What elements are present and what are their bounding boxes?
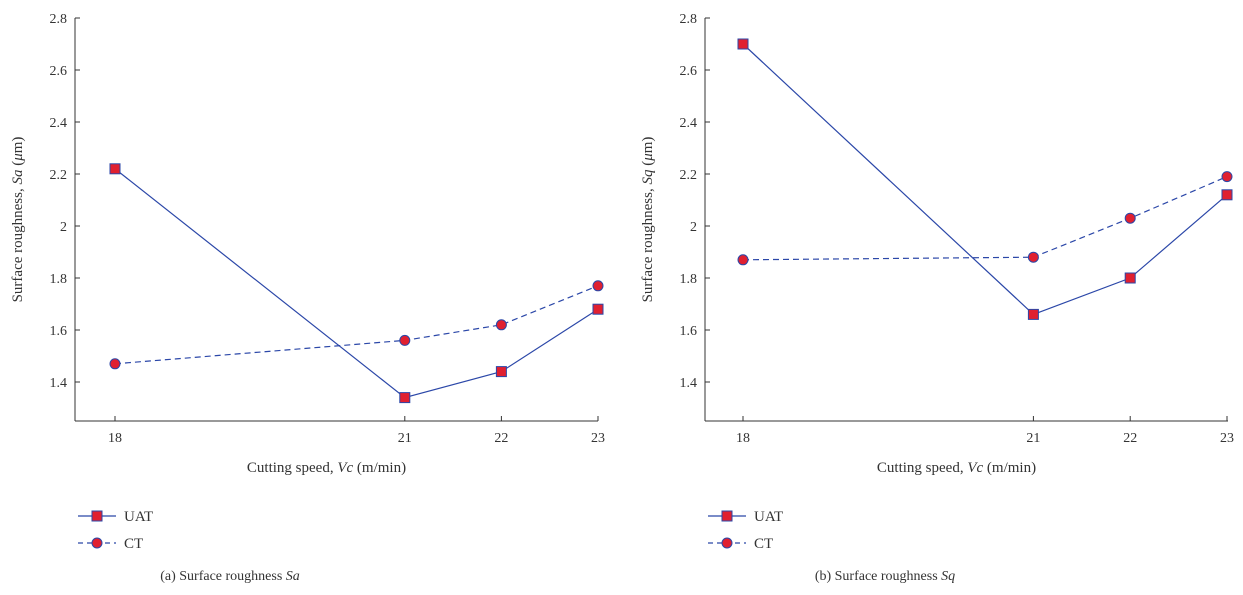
data-point-ct bbox=[1124, 212, 1136, 224]
chart-panel-a: 1.4 1.6 1.8 2 2.2 2.4 2.6 2.8 18 21 22 23 Cutting sp… bbox=[10, 12, 605, 584]
chart-caption-text: (b) Surface roughness bbox=[815, 569, 941, 584]
series-line-ct bbox=[114, 285, 599, 365]
data-point-uat bbox=[737, 38, 749, 50]
x-tick-label: 22 bbox=[1123, 431, 1137, 446]
x-axis-label-unit: (m/min) bbox=[983, 460, 1036, 476]
series-line-ct bbox=[742, 176, 1228, 261]
data-point-ct bbox=[737, 254, 749, 266]
legend-marker-ct bbox=[91, 537, 103, 549]
x-tick-label: 21 bbox=[1026, 431, 1040, 446]
y-axis-label-text: Surface roughness, bbox=[10, 185, 26, 303]
y-axis-label-open: ( bbox=[640, 161, 656, 170]
x-tick-label: 23 bbox=[591, 431, 605, 446]
x-axis-label-text: Cutting speed, bbox=[247, 460, 337, 476]
legend-label-uat: UAT bbox=[754, 509, 783, 525]
data-point-ct bbox=[399, 334, 411, 346]
data-point-uat bbox=[399, 392, 411, 404]
data-point-ct bbox=[495, 319, 507, 331]
legend-label-ct: CT bbox=[124, 536, 143, 552]
legend-label-uat: UAT bbox=[124, 509, 153, 525]
data-point-ct bbox=[109, 358, 121, 370]
y-tick-label: 2.6 bbox=[50, 64, 68, 79]
y-tick-label: 2.8 bbox=[680, 12, 698, 27]
y-tick-label: 2.8 bbox=[50, 12, 68, 27]
data-point-uat bbox=[1124, 272, 1136, 284]
chart-panel-b: 1.4 1.6 1.8 2 2.2 2.4 2.6 2.8 18 21 22 23 Cutting sp… bbox=[640, 12, 1234, 584]
y-tick-label: 1.8 bbox=[680, 272, 698, 287]
y-axis-label: Surface roughness, Sa (μm) bbox=[10, 137, 26, 303]
y-axis-label-var: Sa bbox=[10, 170, 26, 185]
y-axis-label-mu: μ bbox=[640, 153, 656, 162]
x-axis-label-unit: (m/min) bbox=[353, 460, 406, 476]
chart-caption-var: Sa bbox=[286, 569, 300, 584]
y-axis-label-var: Sq bbox=[640, 169, 656, 185]
x-tick-label: 18 bbox=[736, 431, 750, 446]
data-point-uat bbox=[1027, 308, 1039, 320]
x-tick-label: 22 bbox=[494, 431, 508, 446]
data-point-ct bbox=[1027, 251, 1039, 263]
y-tick-label: 2 bbox=[690, 220, 697, 235]
y-tick-label: 2.6 bbox=[680, 64, 698, 79]
y-axis-label-unit: m) bbox=[10, 137, 26, 154]
chart-caption-var: Sq bbox=[941, 569, 955, 584]
y-axis-label-text: Surface roughness, bbox=[640, 185, 656, 303]
y-axis-label-unit: m) bbox=[640, 137, 656, 154]
y-tick-label: 1.4 bbox=[680, 376, 698, 391]
x-tick-label: 23 bbox=[1220, 431, 1234, 446]
y-tick-label: 1.6 bbox=[680, 324, 698, 339]
y-tick-label: 1.4 bbox=[50, 376, 68, 391]
y-axis-label: Surface roughness, Sq (μm) bbox=[640, 137, 656, 303]
series-line-uat bbox=[114, 168, 599, 399]
y-tick-label: 2 bbox=[60, 220, 67, 235]
x-axis-label-var: Vc bbox=[337, 460, 353, 476]
y-tick-label: 2.2 bbox=[50, 168, 68, 183]
y-tick-label: 2.2 bbox=[680, 168, 698, 183]
y-tick-label: 2.4 bbox=[50, 116, 68, 131]
data-point-uat bbox=[109, 163, 121, 175]
x-tick-label: 21 bbox=[398, 431, 412, 446]
x-axis-label-text: Cutting speed, bbox=[877, 460, 967, 476]
data-point-uat bbox=[592, 303, 604, 315]
data-point-ct bbox=[1221, 171, 1233, 183]
chart-caption-text: (a) Surface roughness bbox=[160, 569, 286, 584]
y-axis-label-mu: μ bbox=[10, 153, 26, 162]
y-axis-label-open: ( bbox=[10, 161, 26, 170]
x-tick-label: 18 bbox=[108, 431, 122, 446]
legend-label-ct: CT bbox=[754, 536, 773, 552]
data-point-ct bbox=[592, 280, 604, 292]
legend-marker-uat bbox=[721, 510, 733, 522]
series-line-uat bbox=[742, 43, 1228, 316]
legend-marker-ct bbox=[721, 537, 733, 549]
chart-caption: (b) Surface roughness Sq bbox=[815, 569, 955, 584]
legend-marker-uat bbox=[91, 510, 103, 522]
y-tick-label: 1.6 bbox=[50, 324, 68, 339]
x-axis-label: Cutting speed, Vc (m/min) bbox=[247, 460, 406, 476]
y-tick-label: 1.8 bbox=[50, 272, 68, 287]
y-tick-label: 2.4 bbox=[680, 116, 698, 131]
chart-caption: (a) Surface roughness Sa bbox=[160, 569, 300, 584]
x-axis-label: Cutting speed, Vc (m/min) bbox=[877, 460, 1036, 476]
data-point-uat bbox=[495, 366, 507, 378]
data-point-uat bbox=[1221, 189, 1233, 201]
x-axis-label-var: Vc bbox=[967, 460, 983, 476]
